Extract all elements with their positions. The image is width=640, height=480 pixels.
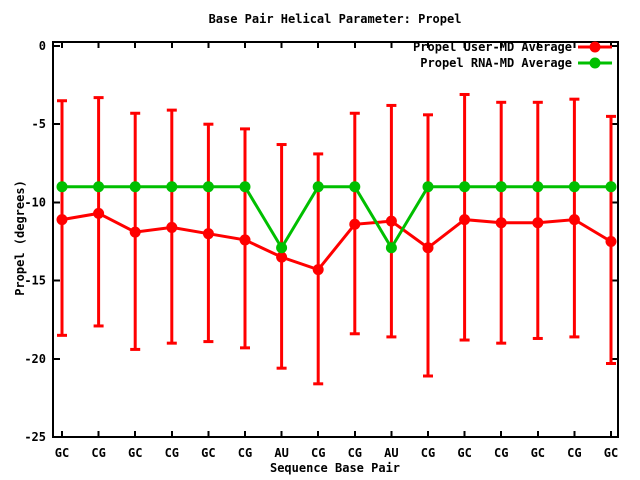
data-point-rna-md [312, 181, 324, 193]
data-point-user-md [532, 217, 544, 229]
x-category-label: CG [494, 446, 508, 460]
x-category-label: GC [457, 446, 471, 460]
y-tick-label: -25 [24, 430, 46, 444]
data-point-rna-md [422, 181, 434, 193]
data-point-rna-md [129, 181, 141, 193]
x-category-label: CG [91, 446, 105, 460]
data-point-rna-md [276, 242, 288, 254]
data-point-user-md [459, 214, 471, 226]
plot-border [52, 41, 619, 438]
chart-title: Base Pair Helical Parameter: Propel [209, 12, 462, 26]
data-point-rna-md [605, 181, 617, 193]
y-tick-label: -5 [32, 117, 46, 131]
data-point-user-md [605, 236, 617, 247]
legend-sample-marker-user-md [589, 41, 601, 53]
data-point-user-md [422, 242, 434, 254]
data-point-rna-md [166, 181, 178, 193]
series-line-user-md [61, 211, 612, 272]
data-point-rna-md [93, 181, 105, 193]
legend-label-rna-md: Propel RNA-MD Average [420, 56, 572, 70]
data-point-rna-md [495, 181, 507, 193]
data-point-user-md [276, 251, 288, 263]
x-category-label: GC [604, 446, 618, 460]
x-category-label: CG [165, 446, 179, 460]
x-category-label: GC [128, 446, 142, 460]
data-point-user-md [129, 226, 141, 238]
x-category-label: AU [274, 446, 288, 460]
x-category-label: GC [55, 446, 69, 460]
data-point-rna-md [568, 181, 580, 193]
data-point-user-md [239, 234, 251, 246]
x-category-label: CG [348, 446, 362, 460]
x-category-label: CG [567, 446, 581, 460]
data-point-rna-md [532, 181, 544, 193]
data-point-user-md [93, 207, 105, 219]
y-tick-label: -20 [24, 352, 46, 366]
data-point-rna-md [56, 181, 68, 193]
x-category-label: CG [238, 446, 252, 460]
data-point-user-md [568, 214, 580, 226]
data-point-user-md [166, 221, 178, 233]
data-point-user-md [312, 264, 324, 276]
data-point-user-md [385, 215, 397, 227]
x-category-label: CG [311, 446, 325, 460]
x-axis-title: Sequence Base Pair [270, 461, 400, 475]
x-category-label: GC [201, 446, 215, 460]
y-tick-label: -10 [24, 195, 46, 209]
data-point-user-md [495, 217, 507, 229]
y-axis-title: Propel (degrees) [13, 180, 27, 296]
data-point-user-md [202, 228, 214, 240]
series-line-rna-md [62, 185, 611, 251]
x-category-label: AU [384, 446, 398, 460]
data-point-rna-md [349, 181, 361, 193]
data-point-rna-md [459, 181, 471, 193]
legend-sample-marker-rna-md [589, 57, 601, 69]
y-tick-label: -15 [24, 274, 46, 288]
data-point-rna-md [202, 181, 214, 193]
data-point-user-md [349, 218, 361, 230]
legend-label-user-md: Propel User-MD Average [413, 40, 572, 54]
data-point-user-md [56, 214, 68, 226]
data-point-rna-md [239, 181, 251, 193]
plot-area: 0 -5 -10 -15 -20 -25 GC CG GC CG GC CG AU CG CG AU CG GC C… [24, 39, 619, 460]
data-point-rna-md [385, 242, 397, 254]
x-category-label: GC [531, 446, 545, 460]
y-tick-label: 0 [39, 39, 46, 53]
x-category-label: CG [421, 446, 435, 460]
